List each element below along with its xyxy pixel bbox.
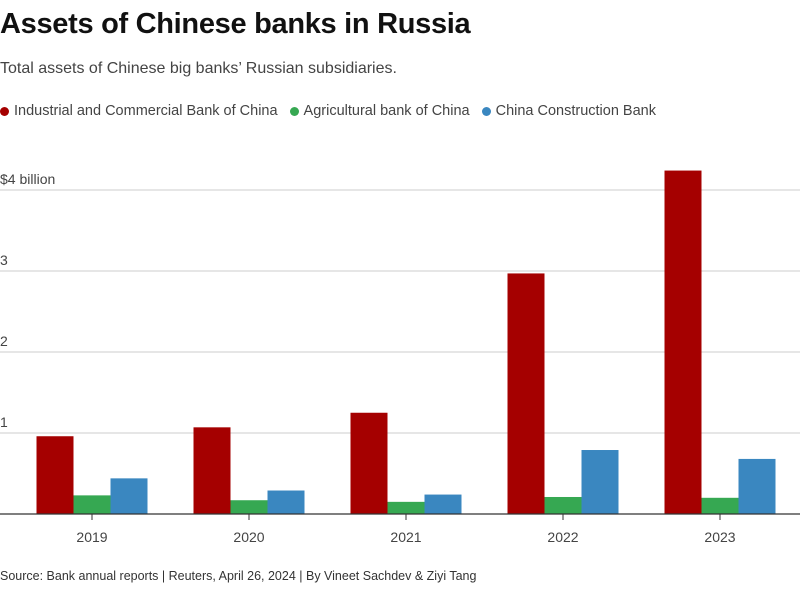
bar-2023-series-1 — [701, 497, 739, 514]
legend-dot-ccb — [481, 106, 491, 116]
bar-2019-series-1 — [73, 495, 111, 514]
bar-2023-series-2 — [738, 458, 776, 514]
bar-2021-series-0 — [350, 412, 388, 514]
legend-dot-icbc — [0, 106, 9, 116]
x-tick-label-2022: 2022 — [547, 529, 578, 545]
bar-chart: 1 2 3 $4 billion 2019 2020 2021 2022 2023 — [0, 170, 800, 545]
bar-2020-series-2 — [267, 490, 305, 514]
x-tick-label-2019: 2019 — [76, 529, 107, 545]
legend-item-ccb: China Construction Bank — [481, 103, 656, 119]
x-tick-label-2020: 2020 — [233, 529, 264, 545]
legend-item-abc: Agricultural bank of China — [289, 103, 470, 119]
x-tick-label-2021: 2021 — [390, 529, 421, 545]
source-note: Source: Bank annual reports | Reuters, A… — [0, 569, 477, 583]
y-tick-label-1: 1 — [0, 414, 8, 430]
bar-2020-series-0 — [193, 427, 231, 514]
chart-title: Assets of Chinese banks in Russia — [0, 8, 471, 40]
bar-2022-series-0 — [507, 273, 545, 514]
legend-label-abc: Agricultural bank of China — [303, 103, 470, 119]
bar-2020-series-1 — [230, 500, 268, 514]
bar-2022-series-1 — [544, 496, 582, 514]
legend-label-icbc: Industrial and Commercial Bank of China — [14, 103, 278, 119]
bar-2022-series-2 — [581, 450, 619, 514]
bar-2019-series-2 — [110, 478, 148, 514]
y-tick-label-3: 3 — [0, 252, 8, 268]
y-tick-label-2: 2 — [0, 333, 8, 349]
bar-2021-series-1 — [387, 501, 425, 514]
y-tick-label-4: $4 billion — [0, 171, 55, 187]
bar-2019-series-0 — [36, 436, 74, 514]
legend-dot-abc — [289, 106, 299, 116]
legend-item-icbc: Industrial and Commercial Bank of China — [0, 103, 278, 119]
x-tick-label-2023: 2023 — [704, 529, 735, 545]
legend-label-ccb: China Construction Bank — [495, 103, 656, 119]
chart-subtitle: Total assets of Chinese big banks’ Russi… — [0, 60, 397, 77]
legend: Industrial and Commercial Bank of China … — [0, 103, 668, 119]
bar-2021-series-2 — [424, 494, 462, 514]
bar-2023-series-0 — [664, 170, 702, 514]
